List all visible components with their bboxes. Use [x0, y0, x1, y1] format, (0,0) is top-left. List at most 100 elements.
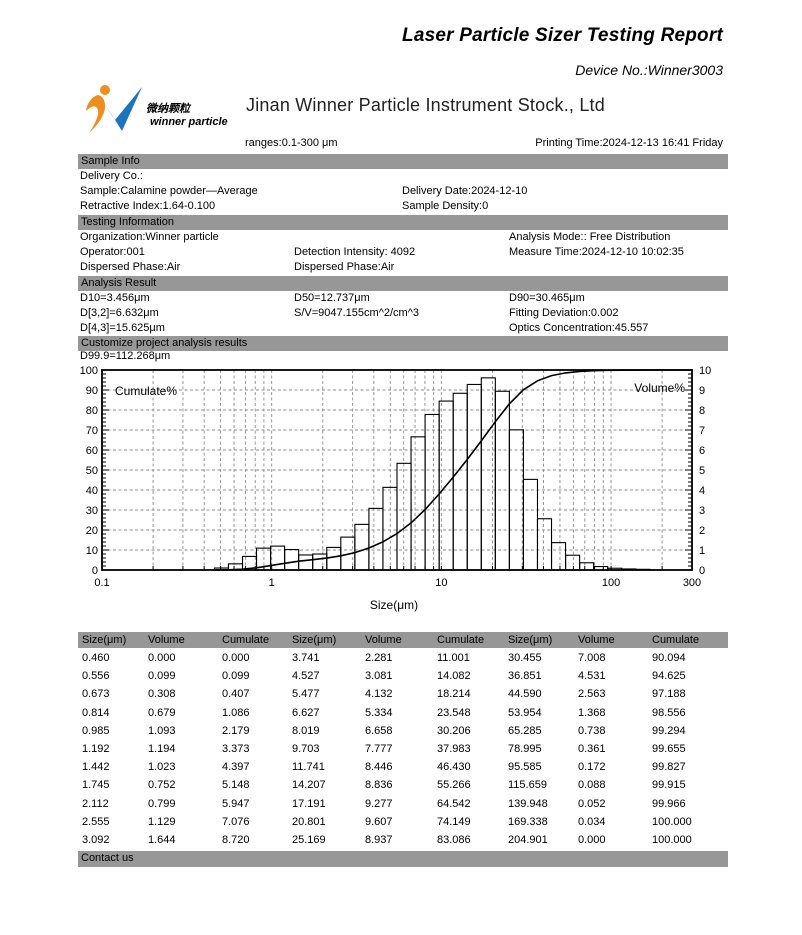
- section-header-sample-info: Sample Info: [78, 154, 728, 169]
- report-title: Laser Particle Sizer Testing Report: [402, 25, 723, 46]
- volume-bar: [424, 413, 440, 571]
- right-tick-label: 0: [699, 565, 705, 577]
- table-cell: 0.034: [578, 815, 606, 828]
- table-cell: 4.531: [578, 670, 606, 683]
- table-row: 1.745 0.752 5.148 14.207 8.836 55.266 115.659 0…: [78, 776, 728, 794]
- table-row: 0.673 0.308 0.407 5.477 4.132 18.214 44.590 2.5…: [78, 685, 728, 703]
- table-cell: 18.214: [437, 688, 471, 701]
- table-cell: 1.093: [148, 724, 176, 737]
- table-cell: 99.655: [652, 742, 686, 755]
- left-tick-label: 50: [86, 465, 98, 477]
- table-cell: 83.086: [437, 833, 471, 846]
- table-cell: 2.281: [365, 652, 393, 664]
- table-row: 3.092 1.644 8.720 25.169 8.937 83.086 204.901 0…: [78, 831, 728, 849]
- field-dispersed-phase-a: Dispersed Phase:Air: [80, 261, 181, 273]
- volume-bar: [579, 562, 595, 571]
- table-cell: 5.477: [292, 688, 320, 701]
- table-cell: 1.745: [82, 779, 110, 792]
- table-cell: 3.741: [292, 652, 320, 664]
- table-cell: 169.338: [508, 815, 548, 828]
- table-cell: 3.081: [365, 670, 393, 683]
- table-cell: 99.827: [652, 761, 686, 774]
- col-header: Cumulate: [437, 634, 485, 646]
- volume-bar: [522, 478, 539, 571]
- table-cell: 30.455: [508, 652, 542, 664]
- x-axis-title: Size(μm): [370, 598, 418, 612]
- right-tick-label: 1: [699, 545, 705, 557]
- table-row: 0.556 0.099 0.099 4.527 3.081 14.082 36.851 4.5…: [78, 667, 728, 685]
- field-analysis-mode: Analysis Mode:: Free Distribution: [509, 231, 671, 243]
- table-cell: 0.099: [222, 670, 250, 683]
- table-cell: 36.851: [508, 670, 542, 683]
- table-cell: 64.542: [437, 797, 471, 810]
- volume-bar: [480, 377, 496, 571]
- field-sv: S/V=9047.155cm^2/cm^3: [294, 307, 419, 319]
- table-cell: 0.673: [82, 688, 110, 701]
- table-cell: 94.625: [652, 670, 686, 683]
- table-cell: 0.088: [578, 779, 606, 792]
- table-cell: 90.094: [652, 652, 686, 664]
- table-cell: 204.901: [508, 833, 548, 846]
- x-tick-label: 0.1: [94, 577, 109, 589]
- field-measure-time: Measure Time:2024-12-10 10:02:35: [509, 246, 684, 258]
- table-cell: 99.966: [652, 797, 686, 810]
- right-tick-label: 9: [699, 385, 705, 397]
- table-cell: 0.361: [578, 742, 606, 755]
- section-header-analysis-result: Analysis Result: [78, 276, 728, 291]
- results-table: 0.460 0.000 0.000 3.741 2.281 11.001 30.455 7.0…: [78, 649, 728, 849]
- table-cell: 0.099: [148, 670, 176, 683]
- table-cell: 46.430: [437, 761, 471, 774]
- field-sample-density: Sample Density:0: [402, 200, 489, 212]
- section-header-testing-information: Testing Information: [78, 215, 728, 230]
- table-cell: 0.679: [148, 706, 176, 719]
- left-tick-label: 30: [86, 505, 98, 517]
- volume-bar: [312, 553, 328, 571]
- left-axis-title: Cumulate%: [115, 384, 177, 398]
- table-row: 0.814 0.679 1.086 6.627 5.334 23.548 53.954 1.3…: [78, 704, 728, 722]
- right-tick-label: 7: [699, 425, 705, 437]
- field-detection-intensity: Detection Intensity: 4092: [294, 246, 416, 258]
- volume-bar: [466, 383, 482, 571]
- table-cell: 1.442: [82, 761, 110, 774]
- col-header: Volume: [578, 634, 615, 646]
- table-cell: 98.556: [652, 706, 686, 719]
- table-cell: 100.000: [652, 815, 692, 828]
- section-header-contact-us: Contact us: [78, 851, 728, 867]
- table-row: 1.442 1.023 4.397 11.741 8.446 46.430 95.585 0.…: [78, 758, 728, 776]
- table-cell: 1.129: [148, 815, 176, 828]
- table-cell: 4.397: [222, 761, 250, 774]
- table-cell: 55.266: [437, 779, 471, 792]
- volume-bar: [354, 523, 370, 571]
- table-cell: 6.627: [292, 706, 320, 719]
- table-cell: 0.556: [82, 670, 110, 683]
- table-cell: 9.277: [365, 797, 393, 810]
- table-cell: 0.308: [148, 688, 176, 701]
- table-cell: 100.000: [652, 833, 692, 846]
- table-cell: 9.607: [365, 815, 393, 828]
- field-organization: Organization:Winner particle: [80, 231, 219, 243]
- left-tick-label: 100: [80, 365, 98, 377]
- right-tick-label: 10: [699, 365, 711, 377]
- field-retractive-index: Retractive Index:1.64-0.100: [80, 200, 216, 212]
- table-cell: 2.563: [578, 688, 606, 701]
- table-cell: 25.169: [292, 833, 326, 846]
- table-cell: 0.172: [578, 761, 606, 774]
- left-tick-label: 0: [92, 565, 98, 577]
- table-cell: 0.000: [222, 652, 250, 664]
- table-cell: 8.019: [292, 724, 320, 737]
- table-cell: 1.192: [82, 742, 110, 755]
- logo-cn-text: 微纳颗粒: [146, 102, 192, 115]
- printing-time: Printing Time:2024-12-13 16:41 Friday: [535, 137, 723, 149]
- table-cell: 7.777: [365, 742, 393, 755]
- right-tick-label: 8: [699, 405, 705, 417]
- table-cell: 5.947: [222, 797, 250, 810]
- table-cell: 11.741: [292, 761, 325, 774]
- field-d50: D50=12.737μm: [294, 292, 370, 304]
- table-cell: 99.915: [652, 779, 686, 792]
- table-cell: 30.206: [437, 724, 471, 737]
- volume-bar: [368, 507, 384, 571]
- volume-bar: [536, 518, 553, 571]
- x-tick-label: 10: [435, 577, 447, 589]
- table-cell: 95.585: [508, 761, 542, 774]
- table-cell: 20.801: [292, 815, 326, 828]
